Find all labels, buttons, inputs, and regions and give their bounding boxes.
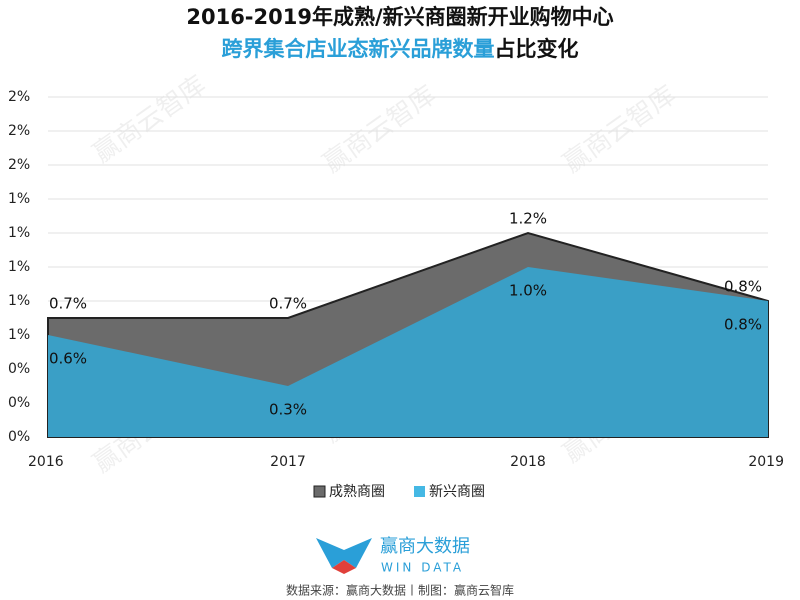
y-tick-label: 1% [8,191,30,207]
x-tick-label: 2017 [270,454,306,470]
legend-label: 新兴商圈 [429,484,485,500]
logo-sub: WIN DATA [381,561,464,575]
y-tick-label: 0% [8,395,30,411]
source: 数据来源：赢商大数据丨制图：赢商云智库 [286,583,514,598]
area [48,267,768,437]
data-label: 0.8% [724,316,762,334]
subtitle-rest: 占比变化 [495,37,579,61]
logo-name: 赢商大数据 [380,535,470,557]
x-tick-label: 2018 [510,454,546,470]
data-label: 0.8% [724,278,762,296]
watermark: 赢商云智库 [88,70,212,169]
y-tick-label: 1% [8,327,30,343]
data-label: 1.0% [509,282,547,300]
legend-swatch [313,485,326,498]
plot: 0% 0% 0% 1% 1% 1% 1% 1% 2% 2% 2% 2016 2017 2018 2019 0.… [8,89,784,470]
data-label: 1.2% [509,210,547,228]
logo: 赢商大数据 WIN DATA [316,535,470,575]
logo-mark-accent [332,560,356,574]
watermark: 赢商云智库 [318,80,442,179]
y-tick-label: 2% [8,123,30,139]
data-label: 0.7% [269,295,307,313]
data-label: 0.3% [269,401,307,419]
chart-title: 2016-2019年成熟/新兴商圈新开业购物中心 [186,5,613,29]
x-tick-label: 2016 [28,454,64,470]
y-tick-label: 2% [8,89,30,105]
y-tick-label: 2% [8,157,30,173]
legend-swatch [414,486,425,497]
y-tick-label: 0% [8,361,30,377]
data-label: 0.6% [49,350,87,368]
data-label: 0.7% [49,295,87,313]
legend-label: 成熟商圈 [329,484,385,500]
logo-mark [316,538,372,568]
y-tick-label: 0% [8,429,30,445]
y-tick-label: 1% [8,225,30,241]
watermark: 赢商云智库 [558,80,682,179]
chart-subtitle: 跨界集合店业态新兴品牌数量占比变化 [222,37,579,61]
x-tick-label: 2019 [748,454,784,470]
y-tick-label: 1% [8,293,30,309]
y-tick-label: 1% [8,259,30,275]
subtitle-highlight: 跨界集合店业态新兴品牌数量 [222,37,495,61]
